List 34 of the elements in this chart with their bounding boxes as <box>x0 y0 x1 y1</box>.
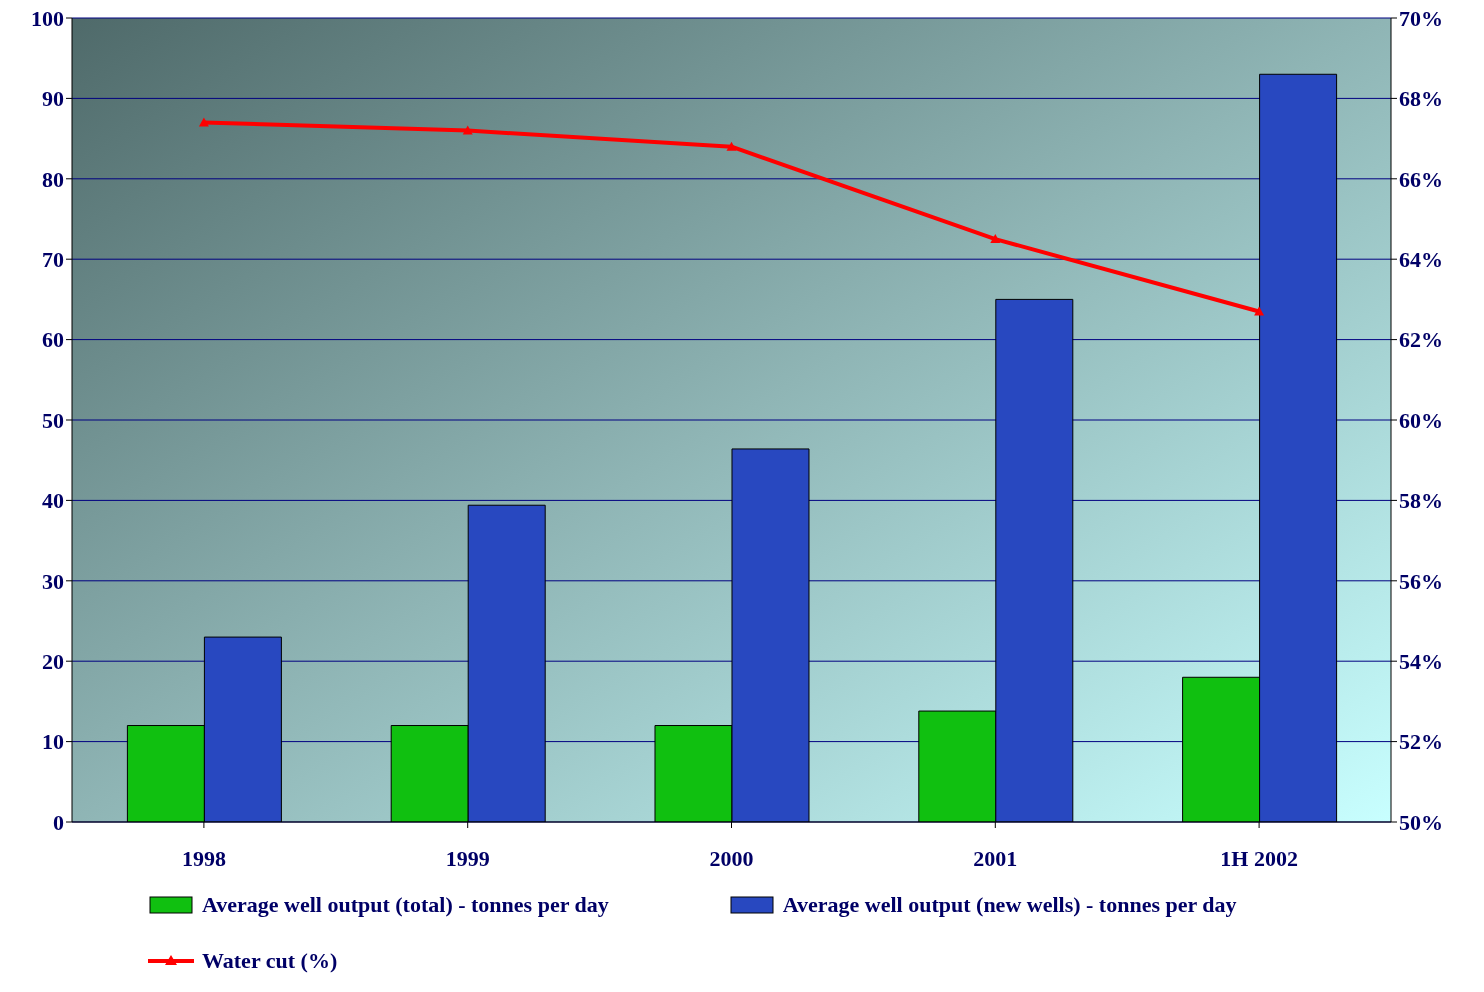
point <box>462 125 473 135</box>
y-tick-label: 40 <box>42 488 64 514</box>
y2-tick-label: 50% <box>1399 809 1443 835</box>
y-tick-label: 90 <box>42 86 64 112</box>
legend-label: Average well output (total) - tonnes per day <box>202 892 609 918</box>
point <box>726 141 737 151</box>
y2-tick-label: 60% <box>1399 407 1443 433</box>
y-tick-label: 100 <box>31 5 64 31</box>
point <box>990 234 1001 244</box>
x-tick-label: 1H 2002 <box>1220 845 1298 871</box>
y2-tick-label: 64% <box>1399 247 1443 273</box>
y-tick-label: 30 <box>42 568 64 594</box>
y-tick-label: 10 <box>42 729 64 755</box>
legend-label: Water cut (%) <box>202 948 338 974</box>
y2-tick-label: 52% <box>1399 729 1443 755</box>
y2-tick-label: 54% <box>1399 649 1443 675</box>
y-tick-label: 0 <box>53 809 64 835</box>
y2-tick-label: 66% <box>1399 166 1443 192</box>
x-tick-label: 1999 <box>445 845 490 871</box>
y2-tick-label: 68% <box>1399 86 1443 112</box>
legend-label: Average well output (new wells) - tonnes per day <box>782 892 1237 918</box>
y2-tick-label: 70% <box>1399 5 1443 31</box>
x-tick-label: 1998 <box>181 845 226 871</box>
x-tick-label: 2001 <box>973 845 1018 871</box>
y2-tick-label: 58% <box>1399 488 1443 514</box>
y-tick-label: 60 <box>42 327 64 353</box>
y2-tick-label: 56% <box>1399 568 1443 594</box>
y-tick-label: 20 <box>42 649 64 675</box>
point <box>198 117 209 127</box>
y-tick-label: 70 <box>42 247 64 273</box>
y-tick-label: 50 <box>42 407 64 433</box>
y2-tick-label: 62% <box>1399 327 1443 353</box>
x-tick-label: 2000 <box>709 845 754 871</box>
y-tick-label: 80 <box>42 166 64 192</box>
